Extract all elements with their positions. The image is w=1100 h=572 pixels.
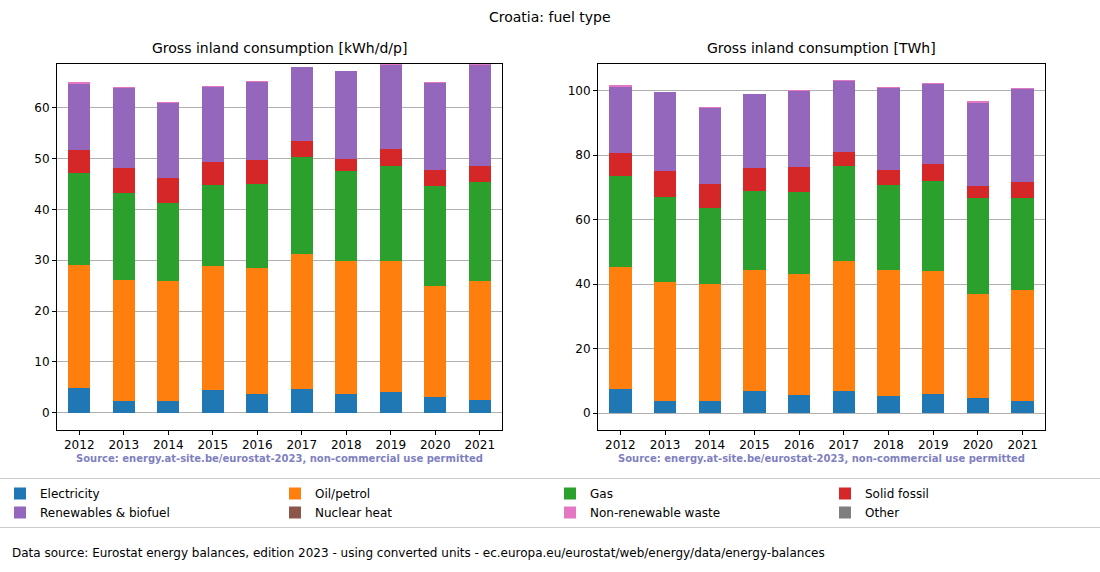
- svg-text:2012: 2012: [605, 438, 636, 452]
- svg-text:Source: energy.at-site.be/euro: Source: energy.at-site.be/eurostat-2023,…: [618, 453, 1025, 464]
- svg-text:40: 40: [575, 277, 590, 291]
- svg-text:2020: 2020: [420, 438, 451, 452]
- svg-text:Oil/petrol: Oil/petrol: [315, 487, 370, 501]
- svg-text:2021: 2021: [1007, 438, 1038, 452]
- svg-text:2018: 2018: [331, 438, 362, 452]
- svg-text:Nuclear heat: Nuclear heat: [315, 506, 392, 520]
- svg-text:Renewables & biofuel: Renewables & biofuel: [40, 506, 170, 520]
- svg-text:2018: 2018: [873, 438, 904, 452]
- svg-text:2020: 2020: [963, 438, 994, 452]
- svg-text:2014: 2014: [694, 438, 725, 452]
- svg-text:40: 40: [34, 203, 49, 217]
- svg-text:2017: 2017: [829, 438, 860, 452]
- svg-text:2016: 2016: [242, 438, 273, 452]
- svg-text:80: 80: [575, 148, 590, 162]
- svg-text:2015: 2015: [739, 438, 770, 452]
- svg-text:30: 30: [34, 253, 49, 267]
- svg-text:2015: 2015: [197, 438, 228, 452]
- svg-text:2012: 2012: [64, 438, 95, 452]
- svg-text:Non-renewable waste: Non-renewable waste: [590, 506, 720, 520]
- svg-text:60: 60: [575, 213, 590, 227]
- svg-text:2013: 2013: [650, 438, 681, 452]
- svg-text:60: 60: [34, 101, 49, 115]
- svg-text:2013: 2013: [108, 438, 139, 452]
- svg-text:Other: Other: [865, 506, 899, 520]
- svg-text:Source: energy.at-site.be/euro: Source: energy.at-site.be/eurostat-2023,…: [76, 453, 483, 464]
- svg-text:Gross inland consumption [TWh]: Gross inland consumption [TWh]: [707, 40, 936, 56]
- svg-text:2014: 2014: [153, 438, 184, 452]
- svg-text:100: 100: [568, 84, 591, 98]
- svg-text:50: 50: [34, 152, 49, 166]
- svg-text:0: 0: [583, 406, 591, 420]
- svg-text:2019: 2019: [375, 438, 406, 452]
- svg-text:Solid fossil: Solid fossil: [865, 487, 929, 501]
- svg-text:Data source: Eurostat energy b: Data source: Eurostat energy balances, e…: [12, 546, 825, 560]
- svg-text:Electricity: Electricity: [40, 487, 100, 501]
- svg-text:Gross inland consumption [kWh/: Gross inland consumption [kWh/d/p]: [152, 40, 407, 56]
- svg-text:2021: 2021: [464, 438, 495, 452]
- svg-text:20: 20: [575, 342, 590, 356]
- svg-text:10: 10: [34, 355, 49, 369]
- svg-text:Gas: Gas: [590, 487, 613, 501]
- svg-text:20: 20: [34, 304, 49, 318]
- svg-text:0: 0: [42, 406, 50, 420]
- svg-text:2016: 2016: [784, 438, 815, 452]
- svg-text:2019: 2019: [918, 438, 949, 452]
- svg-text:Croatia: fuel type: Croatia: fuel type: [489, 9, 611, 25]
- svg-text:2017: 2017: [286, 438, 317, 452]
